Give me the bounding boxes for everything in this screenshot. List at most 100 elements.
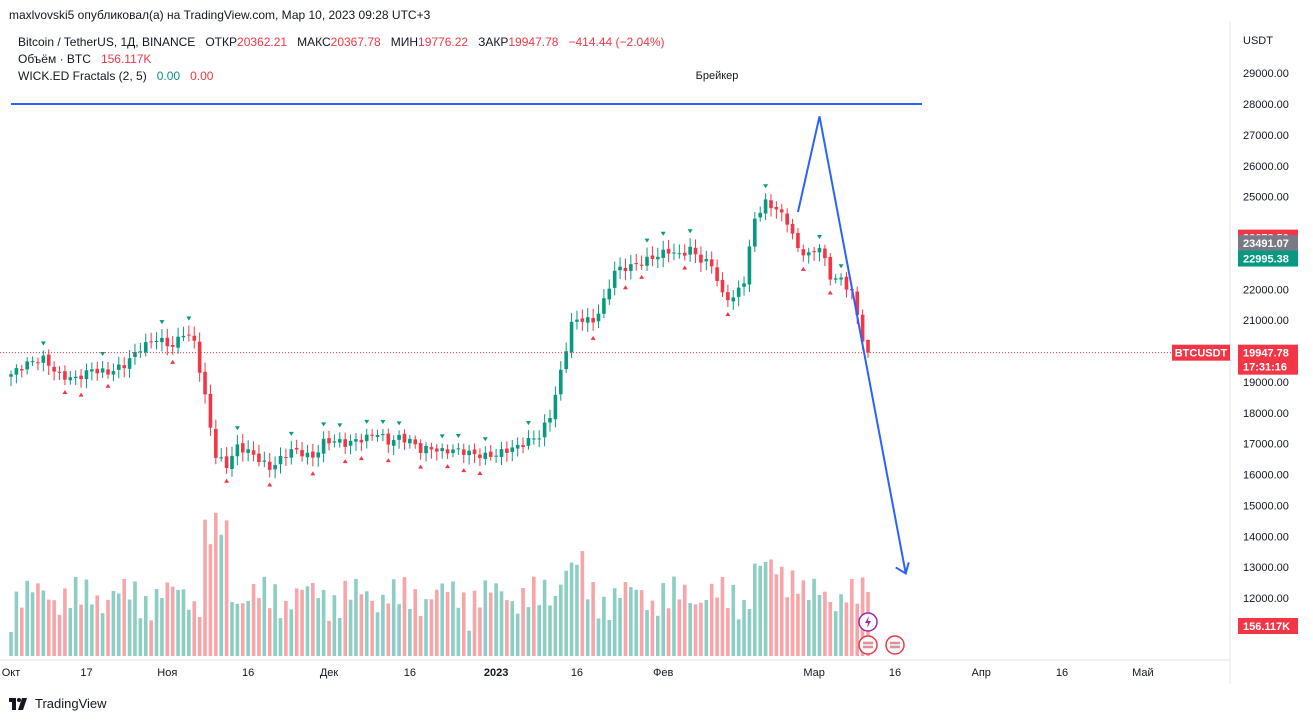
candle-body[interactable] <box>122 365 126 369</box>
candle-body[interactable] <box>251 450 256 455</box>
candle-body[interactable] <box>736 287 741 297</box>
candle-body[interactable] <box>699 254 703 263</box>
candle-body[interactable] <box>456 448 461 450</box>
candle-body[interactable] <box>758 212 763 218</box>
candle-body[interactable] <box>68 377 73 381</box>
candle-body[interactable] <box>499 449 504 457</box>
candle-body[interactable] <box>591 317 595 323</box>
candle-body[interactable] <box>316 452 321 458</box>
candle-body[interactable] <box>224 456 229 468</box>
legend-volume-label[interactable]: Объём · BTC <box>18 52 91 66</box>
candle-body[interactable] <box>726 292 730 301</box>
candle-body[interactable] <box>381 434 385 436</box>
candle-body[interactable] <box>267 461 272 470</box>
candle-body[interactable] <box>273 465 277 470</box>
candle-body[interactable] <box>753 218 757 247</box>
candle-body[interactable] <box>451 449 455 454</box>
candle-body[interactable] <box>575 319 579 322</box>
candle-body[interactable] <box>505 448 509 453</box>
candle-body[interactable] <box>106 369 110 375</box>
candle-body[interactable] <box>521 445 525 448</box>
candle-body[interactable] <box>731 297 736 302</box>
candle-body[interactable] <box>779 209 784 213</box>
candle-body[interactable] <box>19 369 24 371</box>
candle-body[interactable] <box>720 279 725 293</box>
candle-body[interactable] <box>240 443 245 453</box>
candle-body[interactable] <box>855 291 860 315</box>
candle-body[interactable] <box>612 270 617 288</box>
candle-body[interactable] <box>424 445 428 454</box>
candle-body[interactable] <box>337 439 342 443</box>
candle-body[interactable] <box>332 441 337 443</box>
candle-body[interactable] <box>219 457 224 459</box>
candle-body[interactable] <box>709 259 714 267</box>
candle-body[interactable] <box>639 264 644 266</box>
legend-fractals-label[interactable]: WICK.ED Fractals (2, 5) <box>18 69 147 83</box>
candle-body[interactable] <box>828 256 833 280</box>
candle-body[interactable] <box>30 361 35 363</box>
candle-body[interactable] <box>230 455 234 469</box>
candle-body[interactable] <box>348 440 353 446</box>
candle-body[interactable] <box>537 438 542 440</box>
candle-body[interactable] <box>467 450 471 456</box>
candle-body[interactable] <box>677 253 682 255</box>
candle-body[interactable] <box>36 362 40 364</box>
candle-body[interactable] <box>408 438 412 444</box>
candle-body[interactable] <box>149 341 153 343</box>
candle-body[interactable] <box>305 452 310 458</box>
candle-body[interactable] <box>133 351 137 357</box>
candle-body[interactable] <box>548 418 552 423</box>
candle-body[interactable] <box>796 232 800 248</box>
candle-body[interactable] <box>839 277 843 280</box>
candle-body[interactable] <box>693 247 698 255</box>
candle-body[interactable] <box>580 318 585 322</box>
candle-body[interactable] <box>806 252 811 256</box>
candle-body[interactable] <box>569 321 574 353</box>
candle-body[interactable] <box>41 355 46 363</box>
candle-body[interactable] <box>165 337 170 347</box>
candle-body[interactable] <box>235 444 240 457</box>
candle-body[interactable] <box>375 435 380 437</box>
candle-body[interactable] <box>461 449 466 455</box>
candle-body[interactable] <box>117 364 121 370</box>
candle-body[interactable] <box>370 434 374 436</box>
candle-body[interactable] <box>143 342 148 353</box>
candle-body[interactable] <box>532 438 536 440</box>
candle-body[interactable] <box>564 351 568 370</box>
candle-body[interactable] <box>483 452 488 460</box>
candle-body[interactable] <box>52 366 56 372</box>
candle-body[interactable] <box>661 249 665 258</box>
candle-body[interactable] <box>833 278 838 280</box>
candle-body[interactable] <box>343 439 347 447</box>
candle-body[interactable] <box>284 457 288 459</box>
candle-body[interactable] <box>602 298 606 314</box>
candle-body[interactable] <box>25 361 29 370</box>
candle-body[interactable] <box>494 455 498 457</box>
candle-body[interactable] <box>402 433 407 443</box>
candle-body[interactable] <box>197 341 202 373</box>
candle-body[interactable] <box>440 448 444 452</box>
candle-body[interactable] <box>397 434 401 440</box>
candle-body[interactable] <box>418 443 423 453</box>
candle-body[interactable] <box>542 422 547 438</box>
candle-body[interactable] <box>650 255 655 259</box>
candle-body[interactable] <box>9 374 13 377</box>
candle-body[interactable] <box>187 334 191 336</box>
candle-body[interactable] <box>429 447 434 450</box>
candle-body[interactable] <box>435 448 439 452</box>
candle-body[interactable] <box>138 351 143 353</box>
candle-body[interactable] <box>656 256 660 260</box>
candle-body[interactable] <box>666 248 671 254</box>
candle-body[interactable] <box>478 454 482 459</box>
candle-body[interactable] <box>391 440 396 446</box>
candle-body[interactable] <box>95 368 100 374</box>
candle-body[interactable] <box>262 460 267 462</box>
forecast-path-line[interactable] <box>796 116 907 574</box>
candle-body[interactable] <box>558 369 563 395</box>
candle-body[interactable] <box>111 371 116 375</box>
candle-body[interactable] <box>300 450 304 457</box>
candle-body[interactable] <box>257 453 261 463</box>
candle-body[interactable] <box>90 369 94 372</box>
candle-body[interactable] <box>181 335 186 338</box>
candle-body[interactable] <box>57 371 62 373</box>
